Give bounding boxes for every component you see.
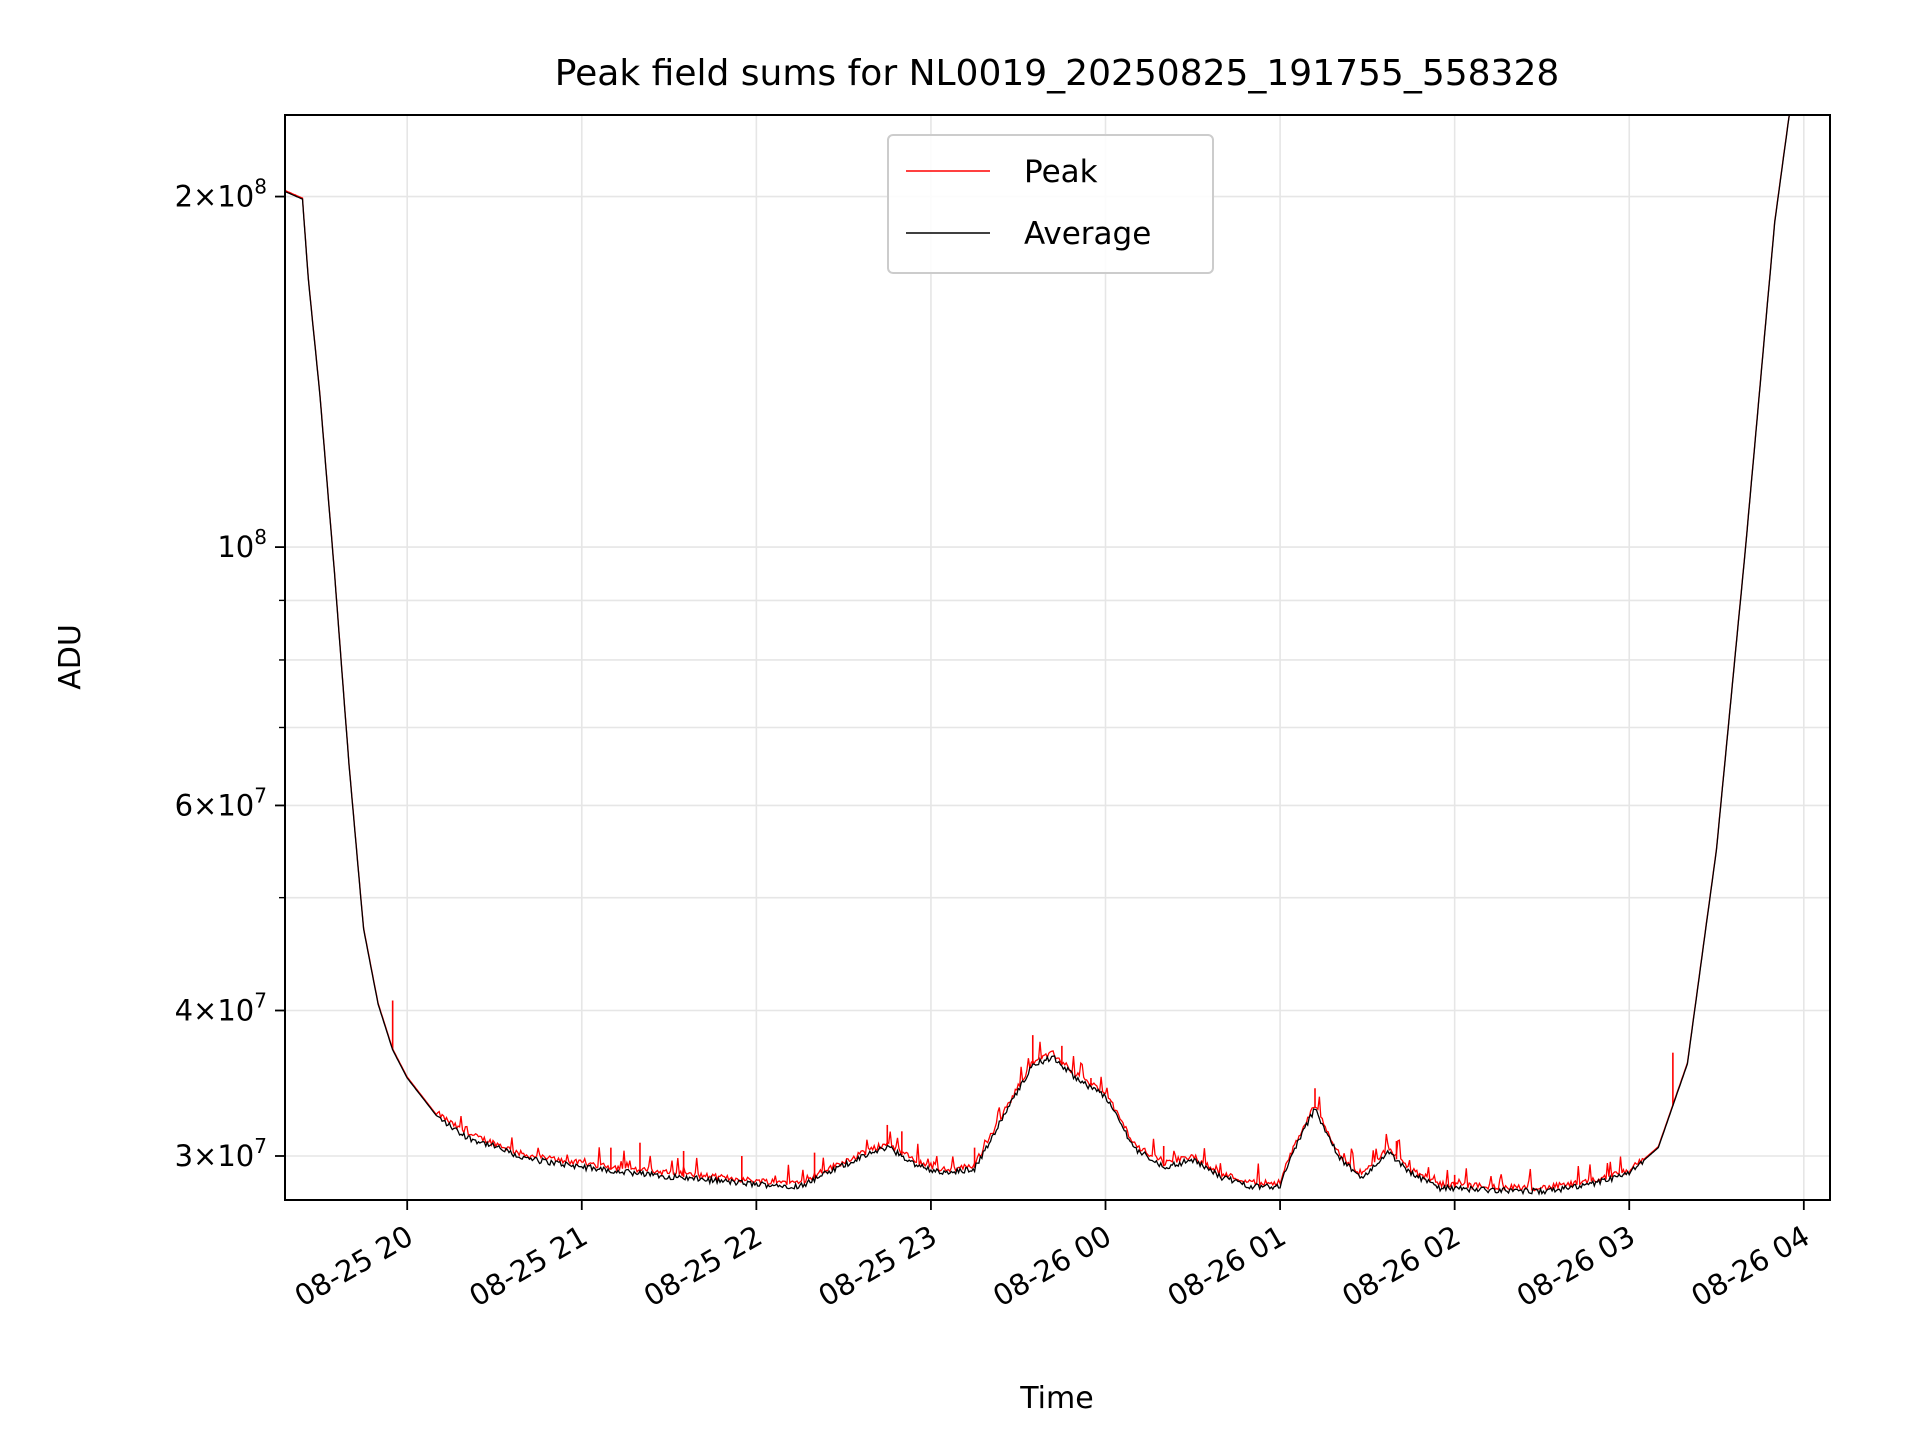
plot-area [284, 114, 1790, 1196]
legend-label-average: Average [1024, 216, 1151, 252]
axes-frame [284, 114, 1831, 1201]
average-series-line [284, 114, 1790, 1196]
y-tick-label: 3×107 [175, 1134, 267, 1173]
y-tick-label: 2×108 [175, 175, 267, 214]
y-tick-label: 108 [217, 525, 267, 564]
legend-box [887, 134, 1214, 274]
legend: Peak Average [887, 134, 1214, 274]
chart-title: Peak field sums for NL0019_20250825_1917… [555, 53, 1560, 94]
x-axis-label: Time [1019, 1381, 1093, 1416]
legend-label-peak: Peak [1024, 154, 1098, 190]
y-axis-label: ADU [53, 624, 88, 690]
y-tick-label: 4×107 [175, 989, 267, 1028]
y-tick-label: 6×107 [175, 783, 267, 822]
